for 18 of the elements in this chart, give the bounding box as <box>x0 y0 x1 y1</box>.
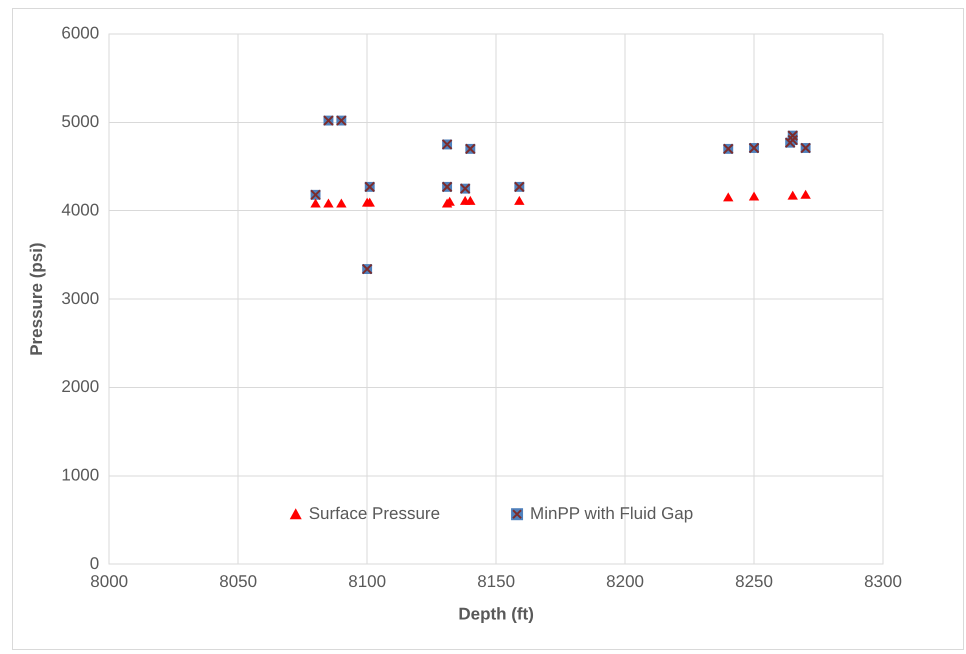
y-tick-label: 3000 <box>61 288 100 308</box>
x-axis-title: Depth (ft) <box>458 604 534 624</box>
legend-label: Surface Pressure <box>308 504 440 523</box>
x-tick-label: 8150 <box>477 572 516 592</box>
y-axis-title: Pressure (psi) <box>26 242 46 356</box>
y-tick-label: 5000 <box>61 112 100 132</box>
x-tick-label: 8250 <box>735 572 773 592</box>
x-tick-label: 8050 <box>219 572 258 592</box>
legend-label: MinPP with Fluid Gap <box>530 504 694 523</box>
x-tick-label: 8100 <box>348 572 386 592</box>
y-tick-label: 6000 <box>61 24 100 43</box>
x-tick-label: 8200 <box>606 572 644 592</box>
y-tick-label: 2000 <box>61 377 100 396</box>
x-tick-label: 8000 <box>90 572 128 592</box>
x-tick-label: 8300 <box>864 572 902 592</box>
y-tick-label: 1000 <box>61 466 100 485</box>
y-tick-label: 0 <box>90 554 100 573</box>
y-tick-label: 4000 <box>61 200 100 220</box>
